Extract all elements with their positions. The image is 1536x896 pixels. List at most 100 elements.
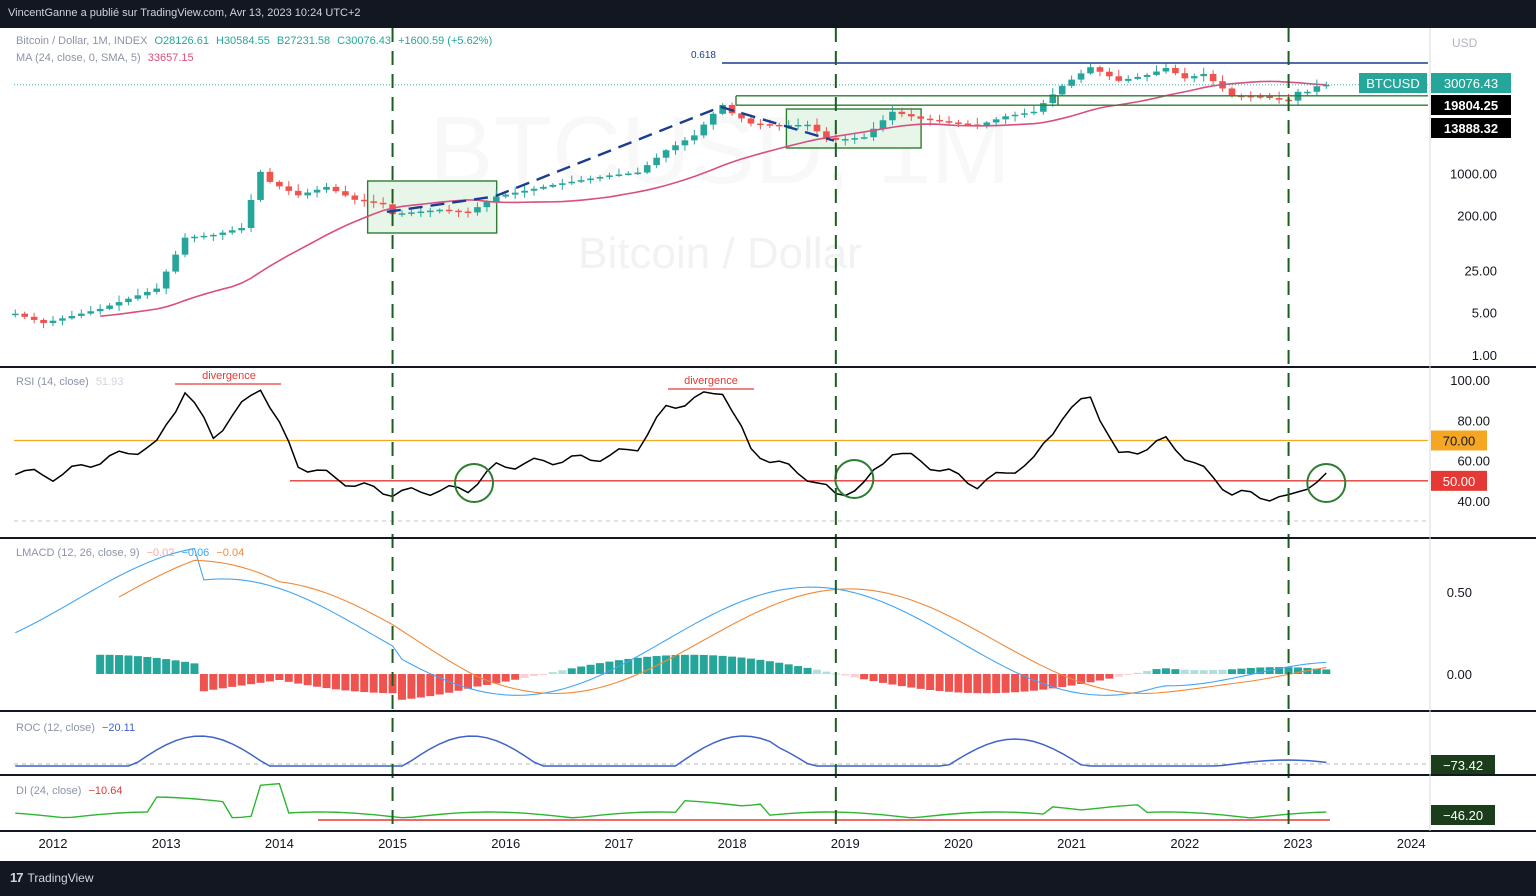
histogram-bar[interactable]	[737, 657, 746, 674]
histogram-bar[interactable]	[888, 674, 897, 685]
last-price-badge[interactable]	[1431, 73, 1511, 93]
candle-body[interactable]	[813, 124, 821, 132]
candle-body[interactable]	[511, 192, 519, 195]
histogram-bar[interactable]	[96, 654, 105, 674]
candle-body[interactable]	[30, 316, 38, 320]
histogram-bar[interactable]	[133, 656, 142, 674]
histogram-bar[interactable]	[331, 674, 340, 690]
histogram-bar[interactable]	[718, 655, 727, 674]
candle-body[interactable]	[879, 120, 887, 129]
di-pane[interactable]	[15, 782, 1330, 821]
histogram-bar[interactable]	[190, 663, 199, 674]
histogram-bar[interactable]	[237, 674, 246, 686]
candle-body[interactable]	[398, 213, 406, 215]
candle-body[interactable]	[662, 150, 670, 158]
candle-body[interactable]	[228, 230, 236, 233]
histogram-bar[interactable]	[728, 656, 737, 674]
candle-body[interactable]	[1209, 73, 1217, 82]
candle-body[interactable]	[653, 157, 660, 166]
candle-body[interactable]	[1153, 71, 1160, 75]
candle-body[interactable]	[191, 236, 198, 239]
histogram-bar[interactable]	[152, 657, 161, 674]
candle-body[interactable]	[587, 178, 594, 181]
candle-body[interactable]	[379, 202, 387, 205]
candle-body[interactable]	[464, 211, 472, 214]
candle-body[interactable]	[1087, 67, 1094, 74]
candle-body[interactable]	[898, 111, 906, 115]
level-badge[interactable]	[1431, 118, 1511, 138]
histogram-bar[interactable]	[1095, 674, 1104, 681]
legend-rsi[interactable]: RSI (14, close) 51.93	[16, 376, 123, 388]
candle-body[interactable]	[172, 254, 179, 272]
candle-body[interactable]	[860, 137, 868, 139]
candle-body[interactable]	[926, 118, 934, 121]
histogram-bar[interactable]	[171, 660, 180, 674]
candle-body[interactable]	[625, 173, 632, 176]
histogram-bar[interactable]	[369, 674, 378, 693]
histogram-bar[interactable]	[256, 674, 265, 683]
histogram-bar[interactable]	[1067, 674, 1076, 686]
histogram-bar[interactable]	[699, 654, 708, 674]
candle-body[interactable]	[1275, 98, 1283, 100]
histogram-bar[interactable]	[350, 674, 359, 692]
candle-body[interactable]	[1021, 113, 1028, 115]
candle-body[interactable]	[1030, 111, 1038, 114]
histogram-bar[interactable]	[454, 674, 463, 691]
histogram-bar[interactable]	[633, 657, 642, 674]
histogram-bar[interactable]	[850, 674, 859, 678]
histogram-bar[interactable]	[897, 674, 906, 687]
histogram-bar[interactable]	[756, 659, 765, 674]
roc-label[interactable]: ROC (12, close)	[16, 722, 95, 734]
candle-body[interactable]	[775, 124, 783, 127]
histogram-bar[interactable]	[1275, 667, 1284, 674]
candle-body[interactable]	[719, 104, 726, 114]
candle-body[interactable]	[681, 140, 689, 146]
histogram-bar[interactable]	[1048, 674, 1057, 689]
histogram-bar[interactable]	[709, 655, 718, 674]
candle-body[interactable]	[40, 319, 47, 324]
candle-body[interactable]	[483, 201, 491, 208]
candle-body[interactable]	[907, 114, 915, 117]
histogram-bar[interactable]	[303, 674, 312, 686]
candle-body[interactable]	[200, 235, 208, 238]
histogram-bar[interactable]	[746, 658, 755, 674]
candle-body[interactable]	[1172, 68, 1179, 74]
candle-body[interactable]	[549, 184, 557, 187]
histogram-bar[interactable]	[445, 674, 454, 693]
histogram-bar[interactable]	[416, 674, 425, 698]
candle-body[interactable]	[77, 313, 85, 316]
histogram-bar[interactable]	[1114, 674, 1123, 677]
price-pane[interactable]: 0.618	[11, 50, 1428, 329]
histogram-bar[interactable]	[530, 674, 539, 676]
lmacd-label[interactable]: LMACD (12, 26, close, 9)	[16, 547, 140, 559]
candle-body[interactable]	[11, 313, 19, 316]
candle-body[interactable]	[672, 145, 679, 151]
candle-body[interactable]	[257, 171, 264, 200]
histogram-bar[interactable]	[1124, 674, 1133, 675]
candle-body[interactable]	[1124, 78, 1132, 81]
histogram-bar[interactable]	[209, 674, 218, 690]
candle-body[interactable]	[426, 210, 434, 213]
histogram-bar[interactable]	[520, 674, 529, 678]
histogram-bar[interactable]	[1322, 669, 1331, 674]
histogram-bar[interactable]	[577, 666, 586, 674]
symbol-badge[interactable]	[1359, 73, 1427, 93]
candle-body[interactable]	[115, 302, 123, 306]
histogram-bar[interactable]	[662, 655, 671, 674]
candle-body[interactable]	[1162, 68, 1170, 72]
candle-body[interactable]	[181, 237, 189, 255]
histogram-bar[interactable]	[1077, 674, 1086, 684]
histogram-bar[interactable]	[501, 674, 510, 682]
candle-body[interactable]	[492, 196, 500, 202]
histogram-bar[interactable]	[954, 674, 963, 693]
candle-body[interactable]	[1134, 76, 1141, 79]
candle-body[interactable]	[823, 131, 830, 138]
candle-body[interactable]	[1058, 85, 1066, 95]
histogram-bar[interactable]	[313, 674, 322, 687]
histogram-bar[interactable]	[1020, 674, 1029, 692]
rsi-label[interactable]: RSI (14, close)	[16, 376, 89, 388]
candle-body[interactable]	[1011, 114, 1019, 117]
histogram-bar[interactable]	[671, 655, 680, 674]
histogram-bar[interactable]	[1180, 669, 1189, 674]
candle-body[interactable]	[596, 176, 604, 179]
